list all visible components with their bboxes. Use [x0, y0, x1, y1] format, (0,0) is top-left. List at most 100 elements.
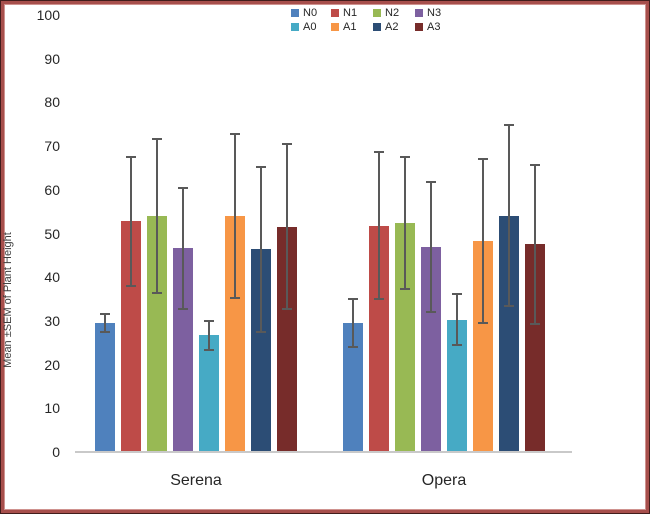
- legend-swatch-a1: [331, 23, 339, 31]
- legend-label-n2: N2: [385, 7, 400, 19]
- legend-swatch-n2: [373, 9, 381, 17]
- error-bar-serena-a1-cap-top: [230, 132, 240, 135]
- y-tick-90: 90: [44, 50, 60, 67]
- error-bar-opera-n1-cap-bottom: [374, 298, 384, 301]
- legend-label-a2: A2: [385, 21, 399, 33]
- error-bar-serena-a1: [234, 132, 236, 300]
- error-bar-serena-n0-cap-bottom: [100, 331, 110, 334]
- bar-serena-a3: [277, 226, 297, 452]
- bar-opera-a2: [499, 215, 519, 452]
- error-bar-opera-n2-cap-top: [400, 156, 410, 159]
- error-bar-opera-n2-cap-bottom: [400, 287, 410, 290]
- y-tick-70: 70: [44, 138, 60, 155]
- error-bar-opera-a2-cap-top: [504, 123, 514, 126]
- error-bar-serena-n3-cap-bottom: [178, 307, 188, 310]
- error-bar-opera-a3: [534, 164, 536, 325]
- legend-item-a0: A0: [291, 21, 316, 33]
- y-tick-20: 20: [44, 356, 60, 373]
- y-axis-title-text: Mean ±SEM of Plant Height: [2, 232, 14, 368]
- error-bar-opera-a0-cap-bottom: [452, 343, 462, 346]
- category-label-serena: Serena: [170, 472, 222, 489]
- bar-serena-a1: [225, 216, 245, 452]
- legend-swatch-n3: [415, 9, 423, 17]
- bar-opera-a3: [525, 244, 545, 452]
- error-bar-serena-n2-cap-bottom: [152, 291, 162, 294]
- error-bar-opera-n2: [404, 156, 406, 290]
- bar-opera-a0: [447, 319, 467, 452]
- error-bar-serena-n0-cap-top: [100, 313, 110, 316]
- y-tick-10: 10: [44, 400, 60, 417]
- error-bar-serena-a1-cap-bottom: [230, 297, 240, 300]
- error-bar-serena-a0-cap-top: [204, 320, 214, 323]
- legend-label-a3: A3: [427, 21, 441, 33]
- bar-opera-n1: [369, 225, 389, 452]
- legend-swatch-a3: [415, 23, 423, 31]
- error-bar-opera-a3-cap-top: [530, 164, 540, 167]
- legend-swatch-n1: [331, 9, 339, 17]
- legend-label-n3: N3: [427, 7, 442, 19]
- y-tick-100: 100: [36, 7, 60, 23]
- category-label-opera: Opera: [421, 472, 467, 489]
- error-bar-serena-a2-cap-bottom: [256, 330, 266, 333]
- error-bar-serena-a3: [286, 142, 288, 311]
- legend-swatch-a0: [291, 23, 299, 31]
- error-bar-opera-n3: [430, 181, 432, 314]
- bar-serena-n1: [121, 221, 141, 452]
- legend-label-n1: N1: [343, 7, 358, 19]
- error-bar-opera-a1-cap-top: [478, 157, 488, 160]
- error-bar-opera-n3-cap-top: [426, 181, 436, 184]
- legend-swatch-a2: [373, 23, 381, 31]
- error-bar-serena-a2: [260, 165, 262, 333]
- error-bar-serena-n3-cap-top: [178, 186, 188, 189]
- error-bar-opera-n1: [378, 150, 380, 301]
- bar-serena-n3: [173, 248, 193, 452]
- error-bar-serena-n0: [104, 313, 106, 334]
- legend-label-a1: A1: [343, 21, 357, 33]
- error-bar-opera-n0-cap-top: [348, 297, 358, 300]
- error-bar-opera-a1: [482, 157, 484, 324]
- error-bar-opera-a0: [456, 293, 458, 346]
- error-bar-serena-a3-cap-top: [282, 142, 292, 145]
- bar-opera-a1: [473, 240, 493, 452]
- error-bar-opera-a0-cap-top: [452, 293, 462, 296]
- error-bar-opera-n1-cap-top: [374, 150, 384, 153]
- y-tick-40: 40: [44, 269, 60, 286]
- error-bar-opera-n3-cap-bottom: [426, 311, 436, 314]
- bar-serena-a0: [199, 335, 219, 452]
- legend-item-a3: A3: [415, 21, 440, 33]
- bar-opera-n3: [421, 247, 441, 452]
- bar-serena-n2: [147, 216, 167, 452]
- legend-item-n1: N1: [331, 7, 357, 19]
- y-tick-60: 60: [44, 181, 60, 198]
- legend-item-a1: A1: [331, 21, 356, 33]
- legend-item-n0: N0: [291, 7, 317, 19]
- legend-label-n0: N0: [303, 7, 318, 19]
- y-tick-80: 80: [44, 94, 60, 111]
- error-bar-serena-n1-cap-bottom: [126, 284, 136, 287]
- error-bar-opera-n0-cap-bottom: [348, 345, 358, 348]
- error-bar-serena-n2: [156, 138, 158, 294]
- error-bar-opera-a2-cap-bottom: [504, 305, 514, 308]
- legend-item-a2: A2: [373, 21, 398, 33]
- error-bar-serena-n3: [182, 186, 184, 310]
- bar-opera-n2: [395, 223, 415, 452]
- error-bar-opera-n0: [352, 297, 354, 348]
- error-bar-serena-a3-cap-bottom: [282, 308, 292, 311]
- x-axis-line: [75, 451, 572, 453]
- bar-serena-n0: [95, 323, 115, 452]
- legend-item-n2: N2: [373, 7, 399, 19]
- error-bar-serena-n1: [130, 155, 132, 287]
- error-bar-serena-n1-cap-top: [126, 155, 136, 158]
- legend-item-n3: N3: [415, 7, 441, 19]
- error-bar-serena-a0-cap-bottom: [204, 348, 214, 351]
- y-tick-30: 30: [44, 312, 60, 329]
- bar-serena-a2: [251, 249, 271, 452]
- legend-label-a0: A0: [303, 21, 317, 33]
- bar-opera-n0: [343, 322, 363, 452]
- error-bar-serena-a2-cap-top: [256, 165, 266, 168]
- legend-swatch-n0: [291, 9, 299, 17]
- y-tick-50: 50: [44, 225, 60, 242]
- error-bar-opera-a2: [508, 123, 510, 308]
